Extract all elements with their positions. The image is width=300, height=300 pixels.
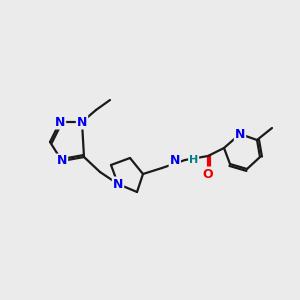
Text: N: N <box>169 154 180 166</box>
Text: O: O <box>203 167 213 181</box>
Text: N: N <box>55 116 65 128</box>
Text: N: N <box>113 178 123 190</box>
Text: N: N <box>235 128 245 140</box>
Text: H: H <box>189 155 198 165</box>
Text: N: N <box>77 116 87 128</box>
Text: N: N <box>57 154 67 167</box>
